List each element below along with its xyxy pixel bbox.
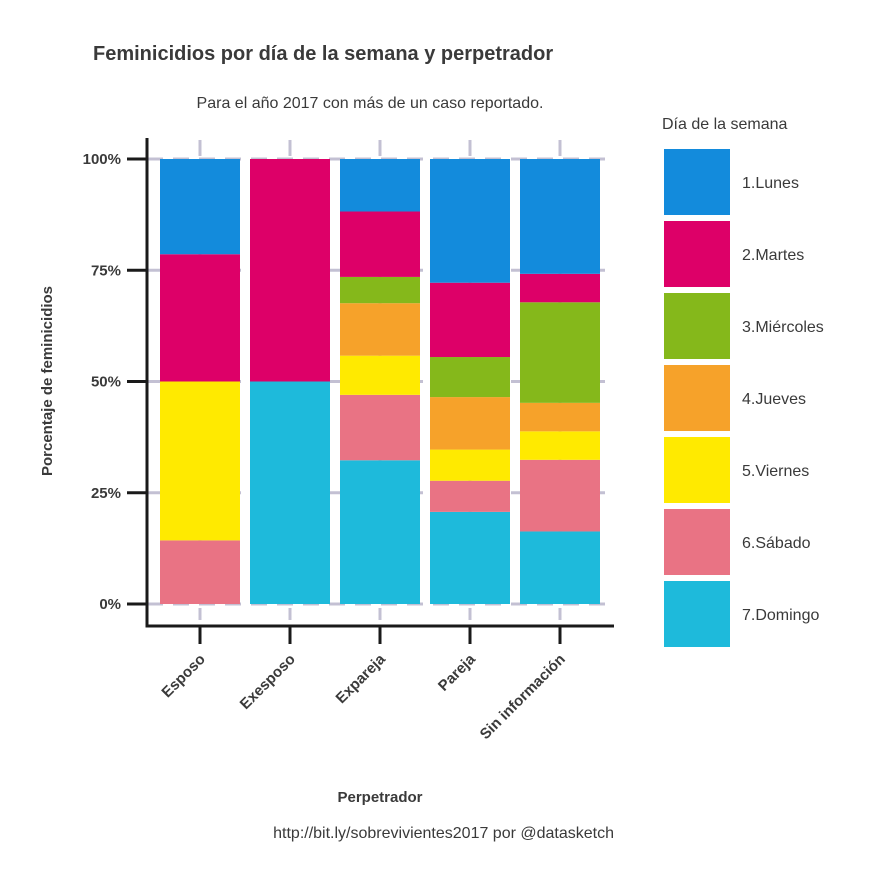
legend-swatch: [664, 365, 730, 431]
bar-segment: [430, 357, 510, 398]
bar-segment: [430, 397, 510, 450]
y-tick-label: 50%: [91, 374, 121, 391]
x-tick-label: Sin información: [477, 651, 569, 743]
bar-segment: [160, 381, 240, 541]
legend-label: 4.Jueves: [742, 391, 806, 408]
bar-segment: [520, 302, 600, 403]
axes: [127, 138, 614, 644]
chart-subtitle: Para el año 2017 con más de un caso repo…: [197, 95, 544, 112]
bar-segment: [430, 449, 510, 481]
bar-segment: [430, 159, 510, 283]
bar-segment: [340, 394, 420, 461]
bar-segment: [340, 460, 420, 604]
chart-caption: http://bit.ly/sobrevivientes2017 por @da…: [273, 825, 614, 842]
bar-segment: [340, 159, 420, 212]
legend-swatch: [664, 149, 730, 215]
legend-swatch: [664, 437, 730, 503]
legend-label: 3.Miércoles: [742, 319, 824, 336]
bar-segment: [520, 531, 600, 604]
bar-segment: [520, 431, 600, 460]
bar-segment: [160, 540, 240, 604]
bar-segment: [160, 254, 240, 382]
y-tick-label: 25%: [91, 485, 121, 502]
y-tick-label: 0%: [99, 596, 121, 613]
legend-swatch: [664, 293, 730, 359]
legend-label: 1.Lunes: [742, 175, 799, 192]
bar-segment: [250, 381, 330, 604]
legend-label: 7.Domingo: [742, 607, 819, 624]
y-tick-labels: 0% 25% 50% 75% 100%: [83, 151, 121, 613]
bar-segment: [340, 211, 420, 277]
legend: 1.Lunes 2.Martes 3.Miércoles 4.Jueves 5.Vier…: [664, 149, 824, 647]
x-tick-label: Pareja: [435, 650, 479, 694]
bar-segment: [340, 303, 420, 356]
y-tick-label: 75%: [91, 262, 121, 279]
legend-title: Día de la semana: [662, 116, 788, 133]
y-tick-label: 100%: [83, 151, 121, 168]
bar-segment: [340, 355, 420, 395]
legend-label: 2.Martes: [742, 247, 804, 264]
bar-segment: [430, 282, 510, 358]
x-axis-title: Perpetrador: [337, 789, 422, 806]
legend-label: 6.Sábado: [742, 535, 811, 552]
bar-segment: [430, 511, 510, 604]
bars: [160, 159, 600, 604]
bar-segment: [250, 159, 330, 382]
bar-segment: [520, 159, 600, 274]
legend-swatch: [664, 581, 730, 647]
bar-segment: [430, 480, 510, 512]
legend-swatch: [664, 221, 730, 287]
bar-segment: [520, 402, 600, 432]
legend-label: 5.Viernes: [742, 463, 809, 480]
x-tick-label: Esposo: [158, 651, 208, 701]
x-tick-label: Expareja: [333, 650, 390, 707]
legend-swatch: [664, 509, 730, 575]
bar-segment: [340, 276, 420, 304]
y-axis-title: Porcentaje de feminicidios: [39, 286, 56, 476]
bar-segment: [520, 273, 600, 303]
bar-segment: [160, 159, 240, 255]
chart-title: Feminicidios por día de la semana y perp…: [93, 43, 553, 65]
bar-segment: [520, 459, 600, 532]
x-tick-label: Exesposo: [237, 651, 299, 713]
